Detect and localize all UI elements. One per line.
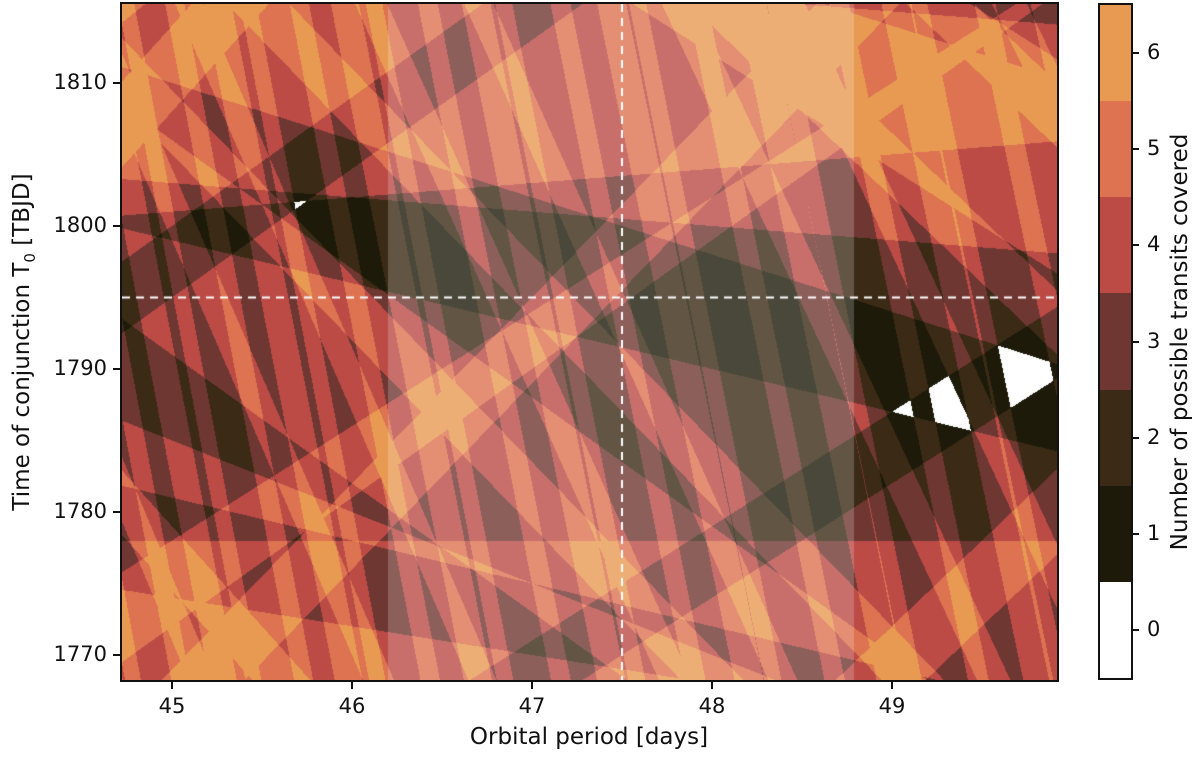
y-axis-label-units: [TBJD]: [9, 173, 36, 254]
y-tick-mark: [113, 653, 120, 656]
colorbar-tick-label: 6: [1147, 40, 1161, 65]
colorbar-tick-mark: [1133, 532, 1139, 535]
x-tick-mark: [710, 682, 713, 689]
colorbar-tick-mark: [1133, 628, 1139, 631]
colorbar-tick-mark: [1133, 52, 1139, 55]
colorbar-segment-0: [1100, 581, 1131, 679]
colorbar-tick-mark: [1133, 340, 1139, 343]
y-tick-label: 1770: [53, 642, 107, 667]
colorbar-segment-1: [1100, 485, 1131, 583]
colorbar-label: Number of possible transits covered: [1167, 133, 1193, 551]
colorbar-segment-3: [1100, 293, 1131, 391]
y-tick-label: 1810: [53, 69, 107, 94]
coverage-heatmap-canvas: [122, 4, 1057, 680]
x-tick-mark: [171, 682, 173, 689]
colorbar-segment-6: [1100, 5, 1131, 102]
colorbar-tick-label: 0: [1147, 616, 1161, 641]
x-tick-label: 47: [518, 694, 546, 718]
y-tick-mark: [113, 367, 120, 370]
y-tick-label: 1790: [53, 355, 107, 380]
colorbar: [1098, 3, 1133, 680]
colorbar-segment-4: [1100, 197, 1131, 294]
y-tick-label: 1780: [53, 498, 107, 523]
y-axis-label-text: Time of conjunction T: [9, 262, 36, 511]
x-tick-mark: [351, 682, 353, 689]
colorbar-segment-5: [1100, 101, 1131, 198]
y-tick-mark: [113, 224, 120, 227]
colorbar-tick-label: 4: [1147, 232, 1161, 257]
y-tick-mark: [113, 81, 120, 84]
x-tick-label: 49: [878, 694, 906, 718]
colorbar-tick-mark: [1133, 436, 1139, 439]
x-tick-label: 48: [698, 694, 726, 718]
y-tick-mark: [113, 510, 120, 513]
x-tick-mark: [890, 682, 893, 689]
y-axis-label: Time of conjunction T0 [TBJD]: [9, 173, 39, 510]
colorbar-tick-label: 3: [1147, 328, 1161, 353]
colorbar-tick-label: 2: [1147, 424, 1161, 449]
colorbar-tick-mark: [1133, 244, 1139, 247]
y-tick-label: 1800: [53, 212, 107, 237]
x-tick-mark: [530, 682, 533, 689]
colorbar-segment-2: [1100, 389, 1131, 487]
colorbar-tick-label: 1: [1147, 520, 1161, 545]
colorbar-tick-mark: [1133, 148, 1139, 151]
y-axis-label-subscript: 0: [20, 253, 39, 263]
x-tick-label: 45: [158, 694, 186, 718]
x-axis-label: Orbital period [days]: [469, 724, 709, 750]
x-tick-label: 46: [338, 694, 366, 718]
colorbar-tick-label: 5: [1147, 136, 1161, 161]
